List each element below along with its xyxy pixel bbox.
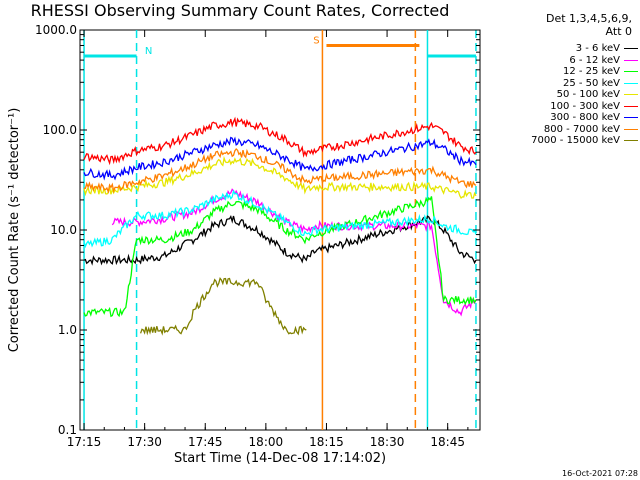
legend-entry: 100 - 300 keV bbox=[482, 101, 638, 113]
legend-entry: 800 - 7000 keV bbox=[482, 124, 638, 136]
series-line-5 bbox=[83, 116, 477, 166]
event-label: S bbox=[313, 35, 319, 46]
legend-label: 300 - 800 keV bbox=[550, 112, 620, 124]
attenuator-state: Att 0 bbox=[605, 25, 632, 38]
x-tick-label: 18:15 bbox=[309, 435, 344, 449]
series-line-8 bbox=[139, 277, 307, 336]
legend-swatch bbox=[624, 128, 638, 130]
legend-label: 100 - 300 keV bbox=[550, 100, 620, 112]
chart-title: RHESSI Observing Summary Count Rates, Co… bbox=[30, 1, 450, 20]
y-tick-label: 1.0 bbox=[58, 323, 77, 337]
legend-label: 6 - 12 keV bbox=[569, 54, 620, 66]
x-tick-label: 17:45 bbox=[188, 435, 223, 449]
legend-entry: 6 - 12 keV bbox=[482, 55, 638, 67]
legend-label: 7000 - 15000 keV bbox=[531, 135, 620, 147]
series-line-4 bbox=[83, 155, 477, 200]
legend-swatch bbox=[624, 94, 638, 96]
x-tick-label: 17:30 bbox=[127, 435, 162, 449]
legend-swatch bbox=[624, 105, 638, 107]
y-tick-label: 0.1 bbox=[58, 423, 77, 437]
x-tick-label: 18:45 bbox=[430, 435, 465, 449]
legend-label: 12 - 25 keV bbox=[562, 66, 620, 78]
event-label: N bbox=[145, 46, 152, 57]
legend-swatch bbox=[624, 117, 638, 119]
detector-list: Det 1,3,4,5,6,9, bbox=[545, 12, 632, 25]
y-axis-label: Corrected Count Rate (s⁻¹ detector⁻¹) bbox=[7, 108, 22, 353]
legend-entry: 7000 - 15000 keV bbox=[482, 135, 638, 147]
legend-label: 3 - 6 keV bbox=[575, 43, 620, 55]
x-tick-label: 18:00 bbox=[249, 435, 284, 449]
legend-swatch bbox=[624, 82, 638, 84]
legend-label: 50 - 100 keV bbox=[556, 89, 620, 101]
legend-swatch bbox=[624, 140, 638, 142]
axes: 0.1 1.0 10.0 100.0 1000.0 17:15 17:30 17:45 18:0… bbox=[7, 23, 480, 466]
legend-swatch bbox=[624, 48, 638, 50]
plot-border bbox=[79, 29, 481, 431]
legend-entry: 12 - 25 keV bbox=[482, 66, 638, 78]
legend-swatch bbox=[624, 71, 638, 73]
series-line-1 bbox=[111, 188, 477, 317]
legend: 3 - 6 keV 6 - 12 keV 12 - 25 keV 25 - 50 ke… bbox=[482, 43, 638, 147]
x-tick-label: 17:15 bbox=[67, 435, 102, 449]
legend-label: 800 - 7000 keV bbox=[543, 123, 620, 135]
legend-swatch bbox=[624, 59, 638, 61]
render-timestamp: 16-Oct-2021 07:28 bbox=[562, 469, 638, 478]
series-line-3 bbox=[83, 189, 477, 249]
legend-entry: 50 - 100 keV bbox=[482, 89, 638, 101]
y-tick-label: 10.0 bbox=[50, 223, 77, 237]
legend-entry: 3 - 6 keV bbox=[482, 43, 638, 55]
x-tick-label: 18:30 bbox=[370, 435, 405, 449]
x-axis-label: Start Time (14-Dec-08 17:14:02) bbox=[174, 451, 386, 466]
series-line-7 bbox=[83, 148, 477, 195]
attenuator-markers: NS bbox=[83, 30, 477, 430]
series-line-2 bbox=[83, 196, 477, 318]
legend-header: Det 1,3,4,5,6,9, Att 0 bbox=[492, 12, 632, 38]
y-tick-label: 1000.0 bbox=[35, 23, 77, 37]
legend-entry: 300 - 800 keV bbox=[482, 112, 638, 124]
legend-label: 25 - 50 keV bbox=[562, 77, 620, 89]
series-line-6 bbox=[83, 136, 477, 181]
y-tick-label: 100.0 bbox=[43, 123, 77, 137]
series-lines bbox=[83, 116, 477, 336]
plot-frame bbox=[79, 29, 481, 431]
legend-entry: 25 - 50 keV bbox=[482, 78, 638, 90]
